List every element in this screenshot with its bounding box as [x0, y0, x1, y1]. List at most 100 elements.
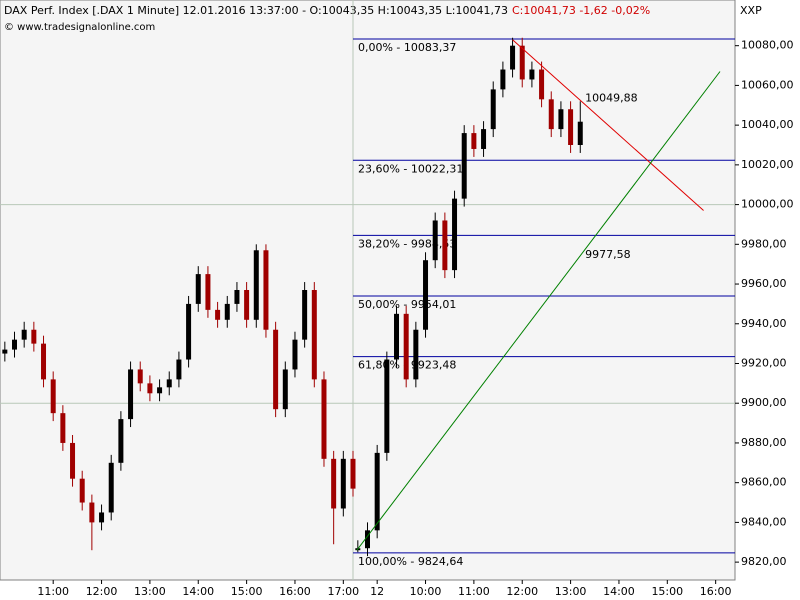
candle-body [273, 329, 279, 410]
candle-body [205, 274, 211, 310]
candle-body [41, 343, 47, 380]
candle-body [99, 512, 105, 523]
fib-label: 23,60% - 10022,31 [358, 162, 463, 175]
x-tick-label: 11:00 [458, 585, 490, 598]
fib-label: 0,00% - 10083,37 [358, 41, 456, 54]
candle-body [234, 290, 240, 304]
candle-body [510, 45, 516, 70]
candle-body [31, 329, 37, 344]
candle-body [263, 250, 269, 330]
candle-body [500, 69, 506, 90]
y-tick-label: 9900,00 [741, 396, 787, 409]
x-tick-label: 13:00 [134, 585, 166, 598]
candle-body [157, 387, 163, 394]
candle-body [70, 442, 76, 479]
x-tick-label: 10:00 [410, 585, 442, 598]
candle-body [442, 220, 448, 271]
y-tick-label: 10040,00 [741, 118, 794, 131]
candle-body [490, 89, 496, 130]
candle-body [423, 260, 429, 330]
candle-body [403, 313, 409, 380]
x-tick-label: 12:00 [506, 585, 538, 598]
x-tick-label: 13:00 [555, 585, 587, 598]
candle-body [108, 462, 114, 513]
trend-line [356, 71, 721, 551]
candle-body [558, 109, 564, 130]
candle-body [224, 303, 230, 320]
header-change: C:10041,73 -1,62 -0,02% [512, 4, 650, 17]
y-tick-label: 10060,00 [741, 78, 794, 91]
candle-body [195, 274, 201, 304]
candle-body [89, 502, 95, 523]
y-tick-label: 9840,00 [741, 515, 787, 528]
x-tick-label: 17:00 [327, 585, 359, 598]
fib-label: 50,00% - 9954,01 [358, 298, 456, 311]
y-tick-label: 10020,00 [741, 158, 794, 171]
candle-body [519, 45, 525, 80]
candle-body [311, 290, 317, 380]
candle-body [118, 419, 124, 463]
candle-body [166, 379, 172, 388]
x-tick-label: 14:00 [182, 585, 214, 598]
header-text: DAX Perf. Index [.DAX 1 Minute] 12.01.20… [4, 4, 508, 17]
candle-body [128, 369, 134, 420]
y-tick-label: 9920,00 [741, 356, 787, 369]
x-tick-label: 15:00 [651, 585, 683, 598]
candle-body [215, 309, 221, 320]
candle-body [548, 99, 554, 130]
x-tick-label: 12:00 [86, 585, 118, 598]
axis-label: XXP [740, 4, 762, 17]
candle-body [137, 369, 143, 384]
trend-label: 10049,88 [585, 92, 638, 105]
candle-body [50, 379, 56, 414]
candle-body [432, 220, 438, 261]
candle-body [452, 198, 458, 271]
candle-body [321, 379, 327, 459]
candle-body [413, 329, 419, 380]
y-tick-label: 9960,00 [741, 277, 787, 290]
x-tick-label: 11:00 [37, 585, 69, 598]
candle-body [186, 303, 192, 360]
candle-body [253, 250, 259, 320]
trend-line [512, 39, 704, 211]
candle-body [176, 359, 182, 380]
candle-body [2, 349, 8, 354]
trend-label: 9977,58 [585, 248, 631, 261]
candle-body [79, 478, 85, 503]
x-tick-label: 14:00 [603, 585, 635, 598]
candle-body [350, 458, 356, 489]
candle-body [568, 109, 574, 145]
y-tick-label: 10000,00 [741, 198, 794, 211]
x-tick-label: 12 [370, 585, 384, 598]
candle-body [529, 69, 535, 80]
y-tick-label: 9860,00 [741, 476, 787, 489]
candle-body [539, 69, 545, 100]
candle-body [302, 290, 308, 340]
candle-body [374, 452, 380, 531]
y-tick-label: 10080,00 [741, 39, 794, 52]
candle-body [282, 369, 288, 410]
fib-label: 100,00% - 9824,64 [358, 555, 463, 568]
candle-body [21, 329, 27, 340]
fib-label: 38,20% - 9984,53 [358, 237, 456, 250]
candle-body [331, 458, 337, 509]
copyright: © www.tradesignalonline.com [4, 22, 155, 33]
candle-body [60, 413, 66, 443]
candle-body [461, 133, 467, 199]
y-tick-label: 9880,00 [741, 436, 787, 449]
chart-header: DAX Perf. Index [.DAX 1 Minute] 12.01.20… [4, 4, 650, 17]
candle-body [340, 458, 346, 509]
candle-body [384, 359, 390, 453]
x-tick-label: 15:00 [231, 585, 263, 598]
plot-area [0, 0, 736, 581]
candle-body [394, 313, 400, 360]
candle-body [12, 339, 18, 350]
candle-body [481, 129, 487, 149]
y-tick-label: 9980,00 [741, 237, 787, 250]
candle-body [577, 121, 583, 145]
candle-body [292, 339, 298, 370]
x-tick-label: 16:00 [279, 585, 311, 598]
candle-body [147, 383, 153, 394]
